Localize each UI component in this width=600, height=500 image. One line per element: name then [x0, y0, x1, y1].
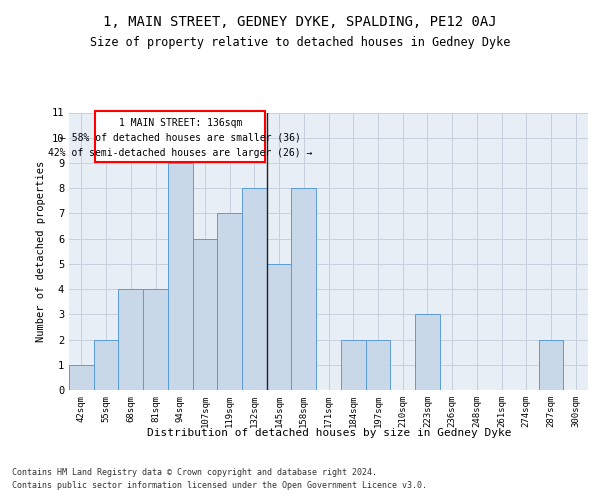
Bar: [217, 214, 242, 390]
Bar: [69, 365, 94, 390]
Text: Size of property relative to detached houses in Gedney Dyke: Size of property relative to detached ho…: [90, 36, 510, 49]
Bar: [292, 188, 316, 390]
Bar: [94, 340, 118, 390]
Bar: [118, 289, 143, 390]
FancyBboxPatch shape: [95, 111, 265, 162]
Text: ← 58% of detached houses are smaller (36): ← 58% of detached houses are smaller (36…: [60, 132, 301, 142]
Text: 42% of semi-detached houses are larger (26) →: 42% of semi-detached houses are larger (…: [48, 148, 313, 158]
Text: Contains HM Land Registry data © Crown copyright and database right 2024.: Contains HM Land Registry data © Crown c…: [12, 468, 377, 477]
Bar: [267, 264, 292, 390]
Bar: [415, 314, 440, 390]
Text: Distribution of detached houses by size in Gedney Dyke: Distribution of detached houses by size …: [146, 428, 511, 438]
Bar: [242, 188, 267, 390]
Bar: [168, 163, 193, 390]
Text: 1 MAIN STREET: 136sqm: 1 MAIN STREET: 136sqm: [119, 118, 242, 128]
Bar: [143, 289, 168, 390]
Y-axis label: Number of detached properties: Number of detached properties: [36, 160, 46, 342]
Bar: [365, 340, 390, 390]
Bar: [341, 340, 365, 390]
Text: 1, MAIN STREET, GEDNEY DYKE, SPALDING, PE12 0AJ: 1, MAIN STREET, GEDNEY DYKE, SPALDING, P…: [103, 16, 497, 30]
Text: Contains public sector information licensed under the Open Government Licence v3: Contains public sector information licen…: [12, 482, 427, 490]
Bar: [539, 340, 563, 390]
Bar: [193, 238, 217, 390]
